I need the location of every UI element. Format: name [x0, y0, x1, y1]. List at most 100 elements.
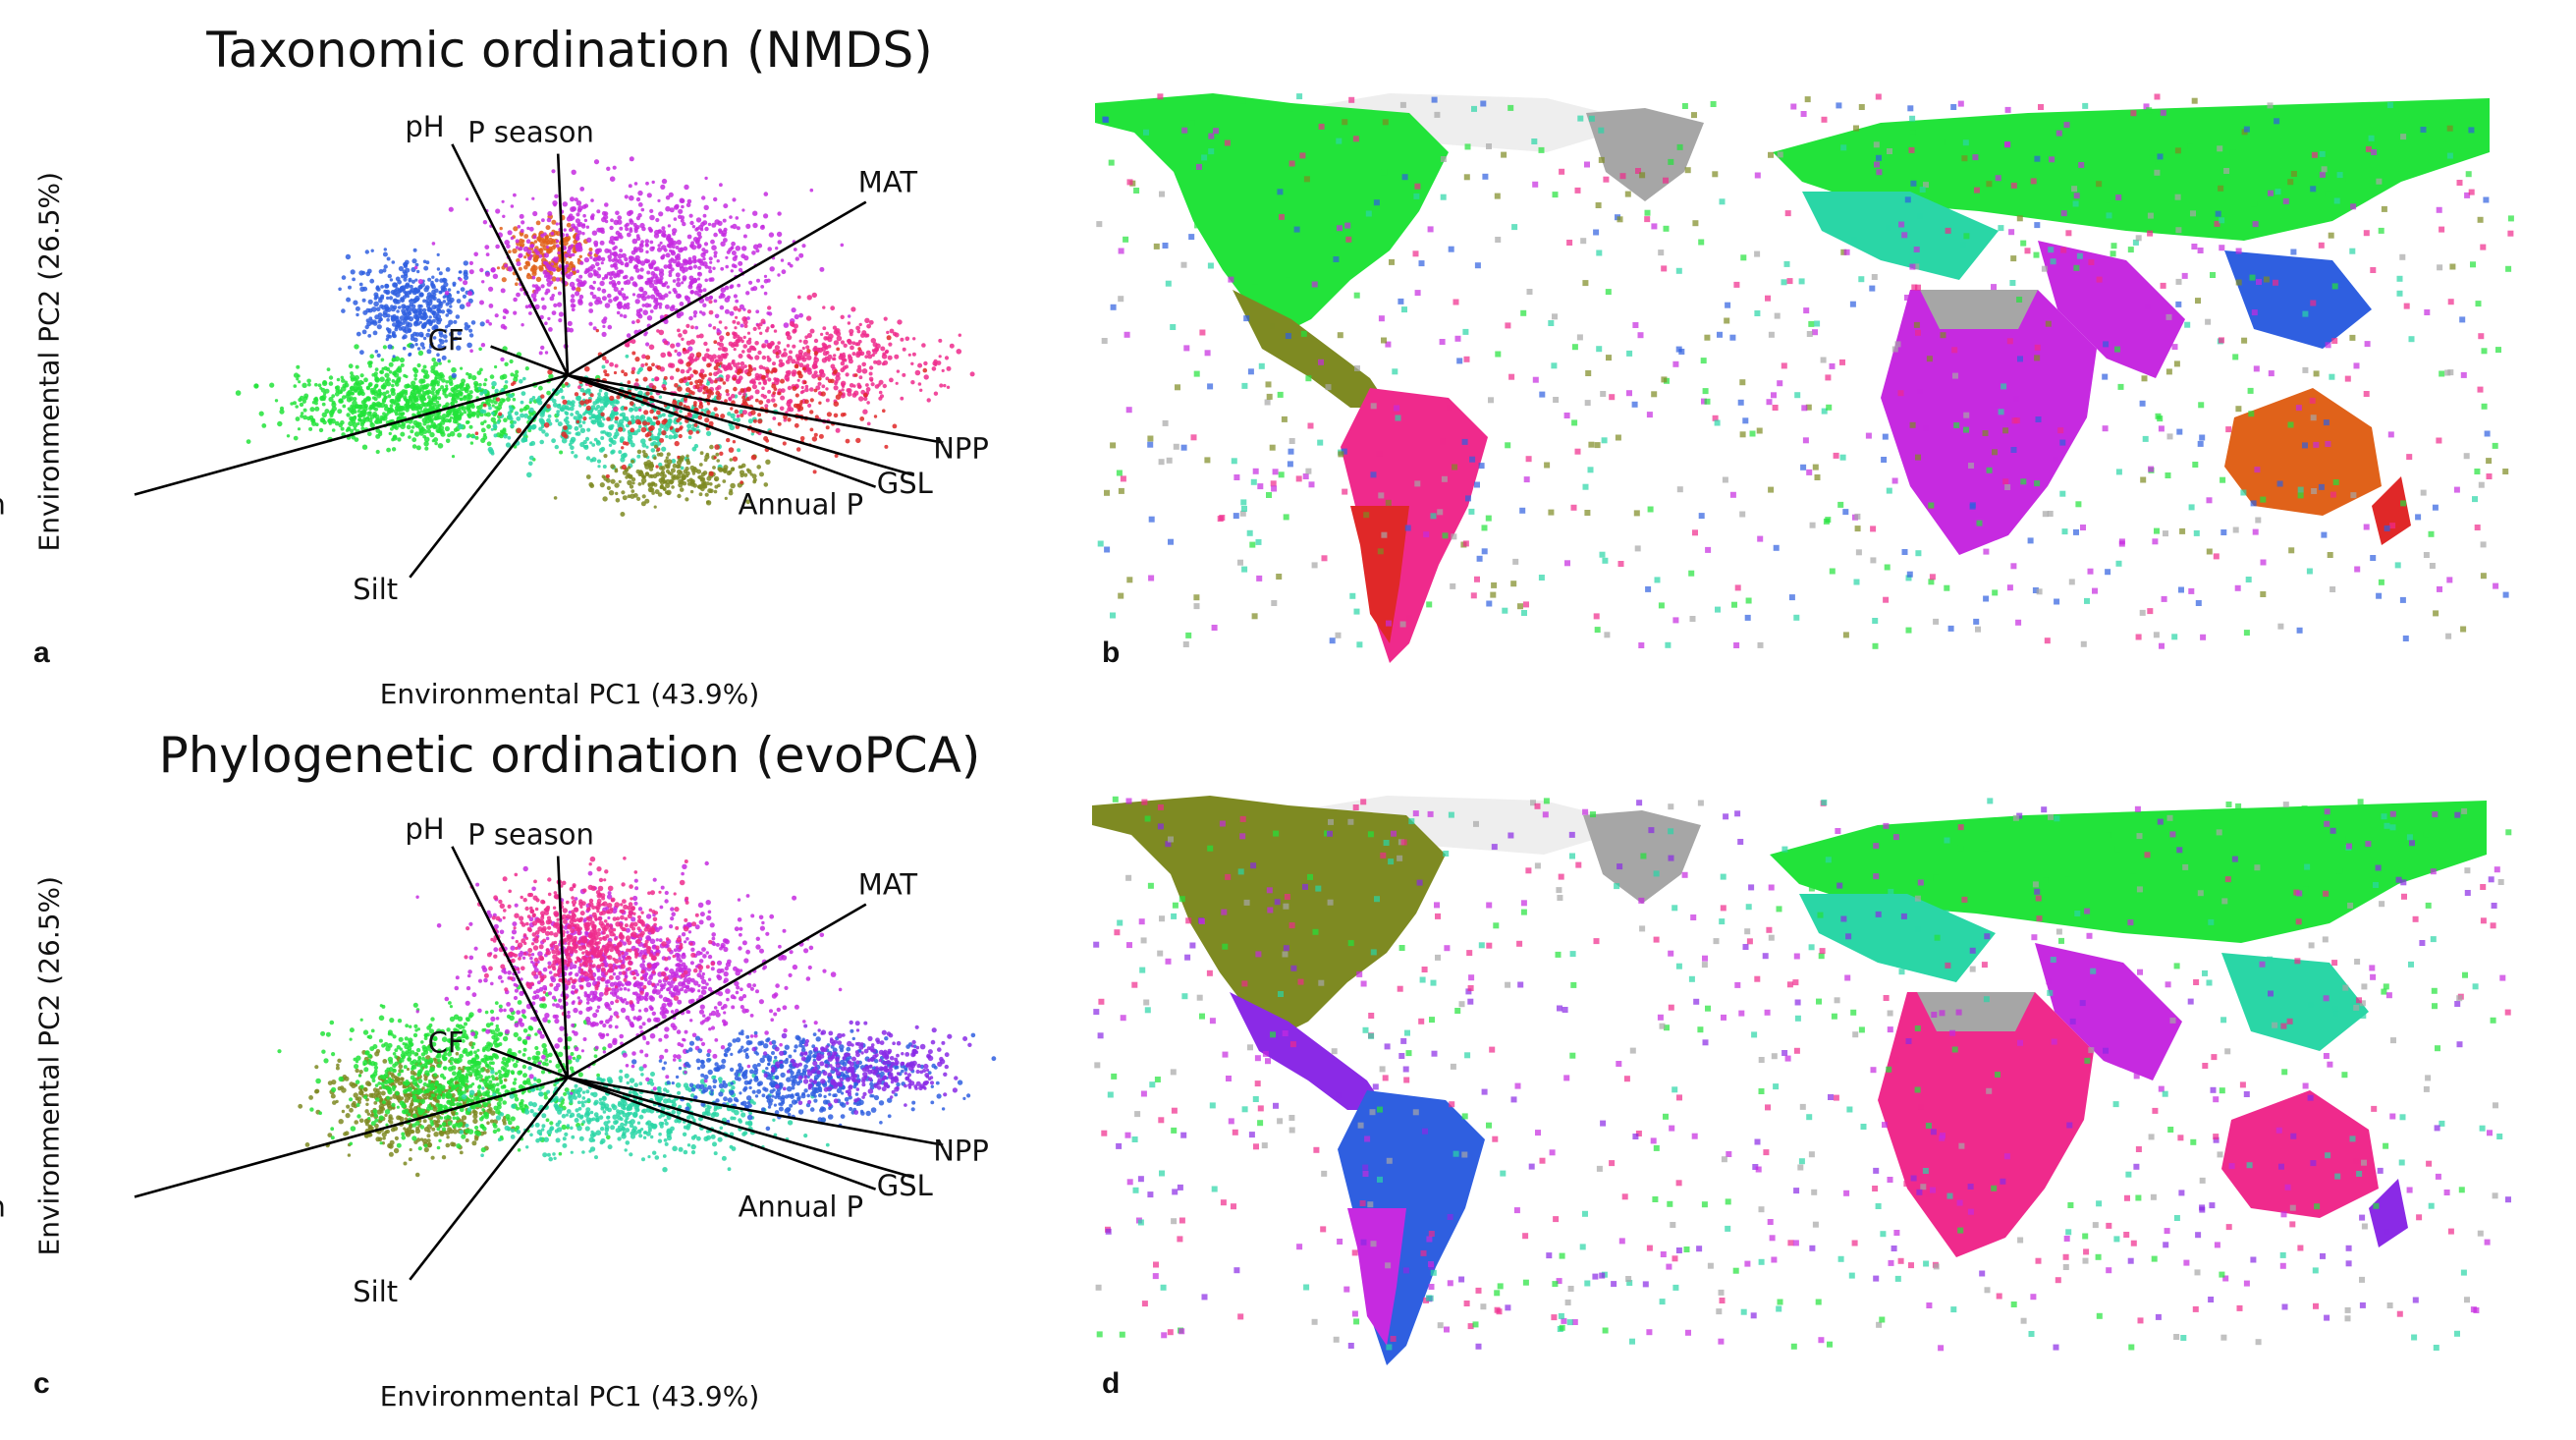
scatter-point [825, 425, 830, 430]
scatter-point [429, 299, 433, 303]
scatter-point [623, 314, 628, 319]
scatter-point [644, 239, 650, 244]
scatter-point [692, 427, 697, 432]
map-pixel [2502, 469, 2509, 474]
scatter-point [431, 382, 437, 388]
map-pixel [1891, 346, 1898, 353]
scatter-point [646, 270, 651, 275]
scatter-point [443, 334, 448, 339]
scatter-point [786, 344, 791, 348]
map-pixel [2446, 152, 2453, 159]
map-pixel [2252, 528, 2259, 535]
scatter-point [688, 390, 693, 395]
scatter-point [728, 447, 735, 453]
map-pixel [1704, 398, 1711, 405]
scatter-point [595, 250, 600, 255]
scatter-point [372, 414, 377, 418]
scatter-point [713, 196, 718, 202]
scatter-point [697, 271, 702, 277]
scatter-point [612, 250, 618, 257]
scatter-point [458, 270, 462, 274]
scatter-point [727, 412, 732, 416]
scatter-point [711, 222, 717, 228]
scatter-point [709, 358, 715, 362]
scatter-point [710, 239, 715, 245]
scatter-point [743, 324, 748, 328]
scatter-point [399, 357, 405, 363]
scatter-point [687, 258, 693, 265]
scatter-point [412, 248, 417, 252]
scatter-point [625, 222, 630, 227]
scatter-point [578, 254, 582, 258]
scatter-point [737, 361, 740, 365]
map-pixel [1823, 518, 1830, 525]
scatter-point [595, 261, 600, 267]
scatter-point [545, 241, 549, 246]
scatter-point [479, 300, 484, 305]
scatter-point [677, 352, 682, 357]
scatter-point [394, 315, 399, 319]
map-pixel [2073, 193, 2080, 199]
scatter-point [627, 434, 633, 440]
map-pixel [1553, 397, 1560, 403]
scatter-point [364, 324, 369, 330]
scatter-point [683, 376, 687, 380]
scatter-point [414, 278, 418, 282]
scatter-point [473, 251, 479, 257]
map-pixel [1983, 548, 1990, 555]
scatter-point [448, 418, 452, 422]
map-pixel [2084, 597, 2090, 604]
scatter-point [589, 483, 595, 488]
map-pixel [2016, 297, 2023, 303]
scatter-point [724, 308, 730, 314]
scatter-point [741, 399, 747, 404]
scatter-point [694, 379, 699, 384]
scatter-point [482, 382, 487, 387]
map-pixel [2318, 242, 2325, 249]
scatter-point [515, 239, 520, 244]
map-pixel [1207, 383, 1214, 390]
scatter-point [475, 410, 481, 416]
map-pixel [1485, 515, 1492, 522]
scatter-point [388, 370, 393, 374]
map-pixel [1702, 388, 1709, 395]
scatter-point [523, 234, 529, 239]
map-pixel [2464, 192, 2471, 198]
scatter-point [686, 412, 691, 416]
scatter-point [649, 487, 655, 493]
scatter-point [685, 202, 691, 207]
scatter-point [733, 305, 739, 311]
scatter-point [476, 370, 482, 375]
map-pixel [1806, 331, 1813, 337]
scatter-point [448, 206, 454, 212]
scatter-point [341, 275, 347, 280]
scatter-point [480, 437, 486, 443]
scatter-point [786, 334, 793, 341]
scatter-point [713, 407, 718, 412]
scatter-point [696, 245, 701, 249]
scatter-point [628, 420, 632, 425]
scatter-point [367, 334, 372, 338]
scatter-point [522, 406, 527, 412]
scatter-point [599, 482, 605, 488]
scatter-point [735, 343, 740, 348]
map-pixel [1584, 400, 1591, 407]
map-pixel [1471, 105, 1477, 112]
scatter-point [649, 208, 654, 213]
map-pixel [2198, 402, 2205, 409]
scatter-point [552, 257, 556, 261]
scatter-point [643, 410, 649, 415]
scatter-point [382, 251, 388, 257]
map-pixel [1143, 129, 1149, 136]
scatter-point [436, 319, 442, 325]
scatter-point [606, 485, 612, 490]
scatter-point [834, 369, 838, 373]
map-pixel [1963, 426, 1969, 433]
scatter-point [679, 410, 683, 414]
scatter-point [436, 422, 442, 429]
scatter-point [599, 422, 605, 428]
scatter-point [339, 399, 344, 404]
scatter-point [680, 198, 685, 203]
scatter-point [746, 331, 751, 335]
scatter-point [712, 466, 716, 470]
